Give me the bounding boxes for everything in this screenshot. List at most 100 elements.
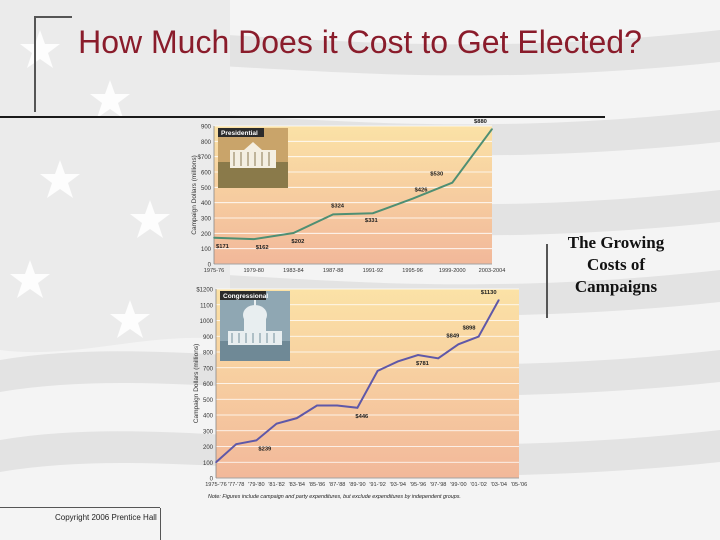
y-axis-label: Campaign Dollars (millions) xyxy=(191,155,198,234)
x-tick-label: '03-'04 xyxy=(491,482,507,488)
y-tick-label: 400 xyxy=(203,414,214,420)
data-point xyxy=(235,443,237,445)
data-label: $162 xyxy=(256,245,269,251)
y-tick-label: 300 xyxy=(203,429,214,435)
data-point xyxy=(457,343,460,346)
y-tick-label: 700 xyxy=(203,366,214,372)
data-point xyxy=(296,417,298,419)
data-label: $446 xyxy=(355,414,369,420)
corner-rule-horizontal xyxy=(34,16,72,18)
slide-title: How Much Does it Cost to Get Elected? xyxy=(78,24,642,60)
y-tick-label: 100 xyxy=(201,247,212,253)
x-tick-label: '85-'86 xyxy=(309,482,325,488)
x-tick-label: '95-'96 xyxy=(410,482,426,488)
y-tick-label: 0 xyxy=(210,477,214,483)
data-label: $426 xyxy=(415,188,429,194)
data-point xyxy=(252,238,255,240)
x-tick-label: 1995-96 xyxy=(402,268,423,274)
congressional-chart: 0 100 200 300 400 500 600 700 800 900 1000 1100 $120… xyxy=(193,288,527,501)
y-tick-label: 800 xyxy=(201,140,212,146)
data-label: $781 xyxy=(416,361,430,367)
data-label: $880 xyxy=(474,119,487,125)
y-tick-label: 500 xyxy=(201,186,212,192)
data-point xyxy=(292,232,295,234)
x-tick-label: 1999-2000 xyxy=(439,268,466,274)
data-point xyxy=(417,354,419,356)
data-point xyxy=(451,181,454,184)
data-point xyxy=(397,360,399,363)
data-point xyxy=(498,299,500,301)
x-tick-label: 1979-80 xyxy=(243,268,264,274)
data-point xyxy=(255,439,258,442)
y-axis-label: Campaign Dollars (millions) xyxy=(193,344,200,423)
data-label: $530 xyxy=(430,172,443,178)
data-point xyxy=(332,213,334,216)
y-tick-label: 100 xyxy=(203,461,214,467)
x-tick-label: '87-'88 xyxy=(329,482,345,488)
y-tick-label: 200 xyxy=(203,445,214,451)
x-tick-label: '93-'94 xyxy=(390,482,406,488)
x-tick-label: 2003-2004 xyxy=(479,268,506,274)
series-line xyxy=(213,128,493,241)
data-point xyxy=(372,212,374,215)
y-tick-label: $700 xyxy=(198,155,212,161)
capitol-photo xyxy=(220,291,290,361)
data-label: $849 xyxy=(446,333,460,339)
y-tick-label: 300 xyxy=(201,217,212,223)
y-tick-label: 0 xyxy=(208,263,212,269)
footer-rule-horizontal xyxy=(0,507,160,508)
title-divider xyxy=(0,116,605,118)
data-point xyxy=(336,404,338,407)
data-label: $898 xyxy=(463,326,477,332)
x-tick-label: '99-'00 xyxy=(450,482,466,488)
x-tick-label: '91-'92 xyxy=(369,482,385,488)
copyright-text: Copyright 2006 Prentice Hall xyxy=(55,513,157,522)
footer-rule-vertical xyxy=(160,508,161,540)
data-point xyxy=(411,197,414,200)
chart-label: Congressional xyxy=(223,293,268,300)
y-tick-label: 1000 xyxy=(200,319,214,325)
white-house-photo xyxy=(218,128,288,188)
data-label: $324 xyxy=(331,203,345,209)
data-point xyxy=(477,335,480,338)
y-tick-label: $1200 xyxy=(196,288,213,294)
data-point xyxy=(356,406,359,409)
x-tick-label: '83-'84 xyxy=(289,482,305,488)
data-label: $331 xyxy=(365,218,379,224)
x-tick-label: '77-'78 xyxy=(228,482,244,488)
data-point xyxy=(275,422,278,425)
data-label: $171 xyxy=(216,244,230,250)
x-tick-label: '79-'80 xyxy=(248,482,264,488)
chart-label-box xyxy=(220,291,266,300)
x-tick-label: 1991-92 xyxy=(363,268,384,274)
x-tick-label: '97-'98 xyxy=(430,482,446,488)
x-tick-label: '81-'82 xyxy=(268,482,284,488)
x-tick-label: 1983-84 xyxy=(283,268,304,274)
data-point xyxy=(316,404,318,407)
caption-rule xyxy=(546,244,548,318)
x-tick-label: 1987-88 xyxy=(323,268,344,274)
data-label: $1130 xyxy=(481,290,497,296)
x-tick-label: '05-'06 xyxy=(511,482,527,488)
y-tick-label: 600 xyxy=(201,171,212,177)
y-tick-label: 400 xyxy=(201,201,212,207)
data-label: $202 xyxy=(291,239,304,245)
y-tick-label: 600 xyxy=(203,382,214,388)
data-point xyxy=(376,370,379,372)
y-tick-label: 200 xyxy=(201,232,212,238)
data-label: $239 xyxy=(258,446,272,452)
corner-rule-vertical xyxy=(34,16,36,112)
y-tick-label: 900 xyxy=(203,335,214,341)
x-tick-label: 1975-'76 xyxy=(205,482,227,488)
data-point xyxy=(437,357,439,360)
y-tick-label: 500 xyxy=(203,398,214,404)
chart-label-box xyxy=(218,128,264,137)
presidential-chart: 0 100 200 300 400 500 600 $700 800 900 1975-76 1979… xyxy=(191,119,506,274)
chart-label: Presidential xyxy=(221,130,258,137)
data-point xyxy=(491,128,493,130)
data-point xyxy=(213,236,215,239)
data-point xyxy=(215,461,217,464)
x-tick-label: '89-'90 xyxy=(349,482,365,488)
y-tick-label: 800 xyxy=(203,351,214,357)
